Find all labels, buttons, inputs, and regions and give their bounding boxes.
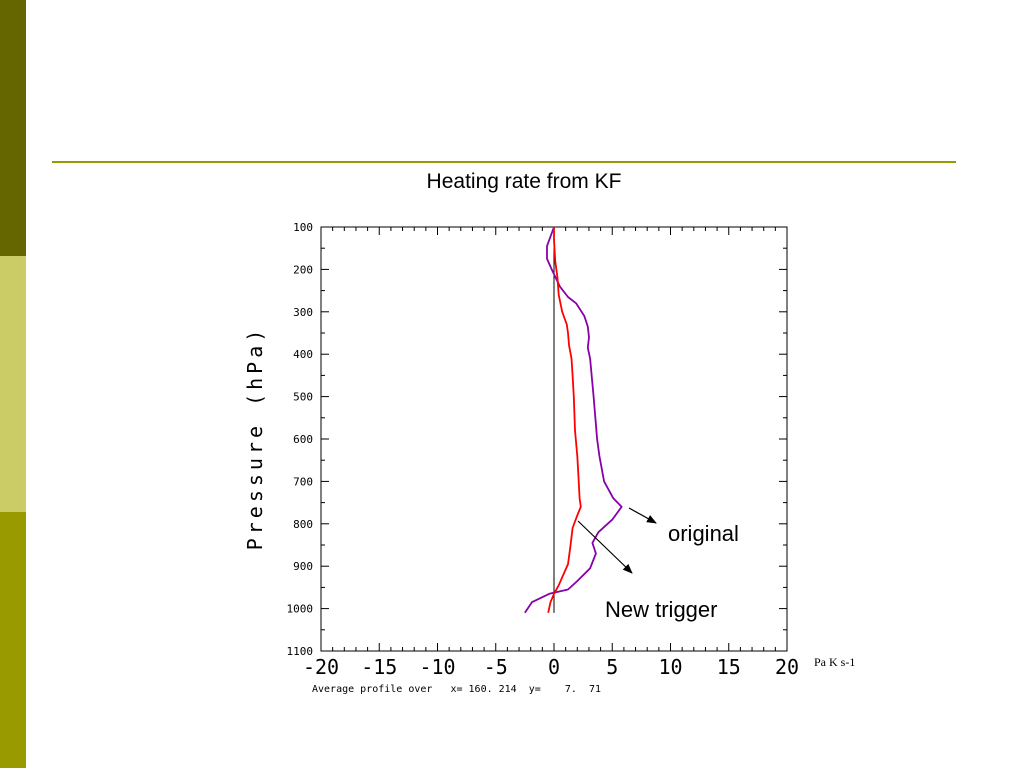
x-tick-label: -15 <box>361 655 397 679</box>
y-tick-label: 900 <box>293 560 313 573</box>
x-tick-label: -5 <box>484 655 508 679</box>
series-line-0 <box>524 226 623 614</box>
series-line-1 <box>547 227 582 613</box>
y-axis-label: Pressure (hPa) <box>243 326 267 551</box>
chart-footnote: Average profile over x= 160. 214 y= 7. 7… <box>312 684 601 695</box>
x-tick-label: -20 <box>303 655 339 679</box>
sidebar-bar-bottom <box>0 512 26 768</box>
y-tick-label: 600 <box>293 433 313 446</box>
annotation-new-trigger: New trigger <box>605 597 717 622</box>
x-tick-label: 10 <box>658 655 682 679</box>
arrow-original <box>628 507 657 524</box>
y-tick-label: 300 <box>293 306 313 319</box>
sidebar-bar-middle <box>0 256 26 512</box>
y-tick-label: 700 <box>293 475 313 488</box>
y-axis: 100 200 300 400 500 600 700 800 900 1000 1100 <box>287 221 787 658</box>
x-tick-label: 5 <box>606 655 618 679</box>
slide-title: Heating rate from KF <box>426 170 622 193</box>
annotation-original: original <box>668 521 739 546</box>
y-tick-label: 500 <box>293 391 313 404</box>
y-tick-label: 800 <box>293 518 313 531</box>
title-divider <box>52 161 956 163</box>
y-tick-label: 1000 <box>287 603 314 616</box>
series-group <box>524 226 623 614</box>
y-tick-label: 400 <box>293 348 313 361</box>
y-tick-label: 1100 <box>287 645 314 658</box>
y-tick-label: 200 <box>293 263 313 276</box>
x-tick-label: 20 <box>775 655 799 679</box>
y-tick-label: 100 <box>293 221 313 234</box>
x-axis-unit: Pa K s-1 <box>814 655 855 669</box>
x-tick-label: 15 <box>717 655 741 679</box>
arrow-new-trigger <box>577 520 633 574</box>
x-axis: -20 -15 -10 -5 0 5 10 15 20 <box>303 227 799 679</box>
x-tick-label: -10 <box>419 655 455 679</box>
x-tick-label: 0 <box>548 655 560 679</box>
sidebar-bar-top <box>0 0 26 256</box>
